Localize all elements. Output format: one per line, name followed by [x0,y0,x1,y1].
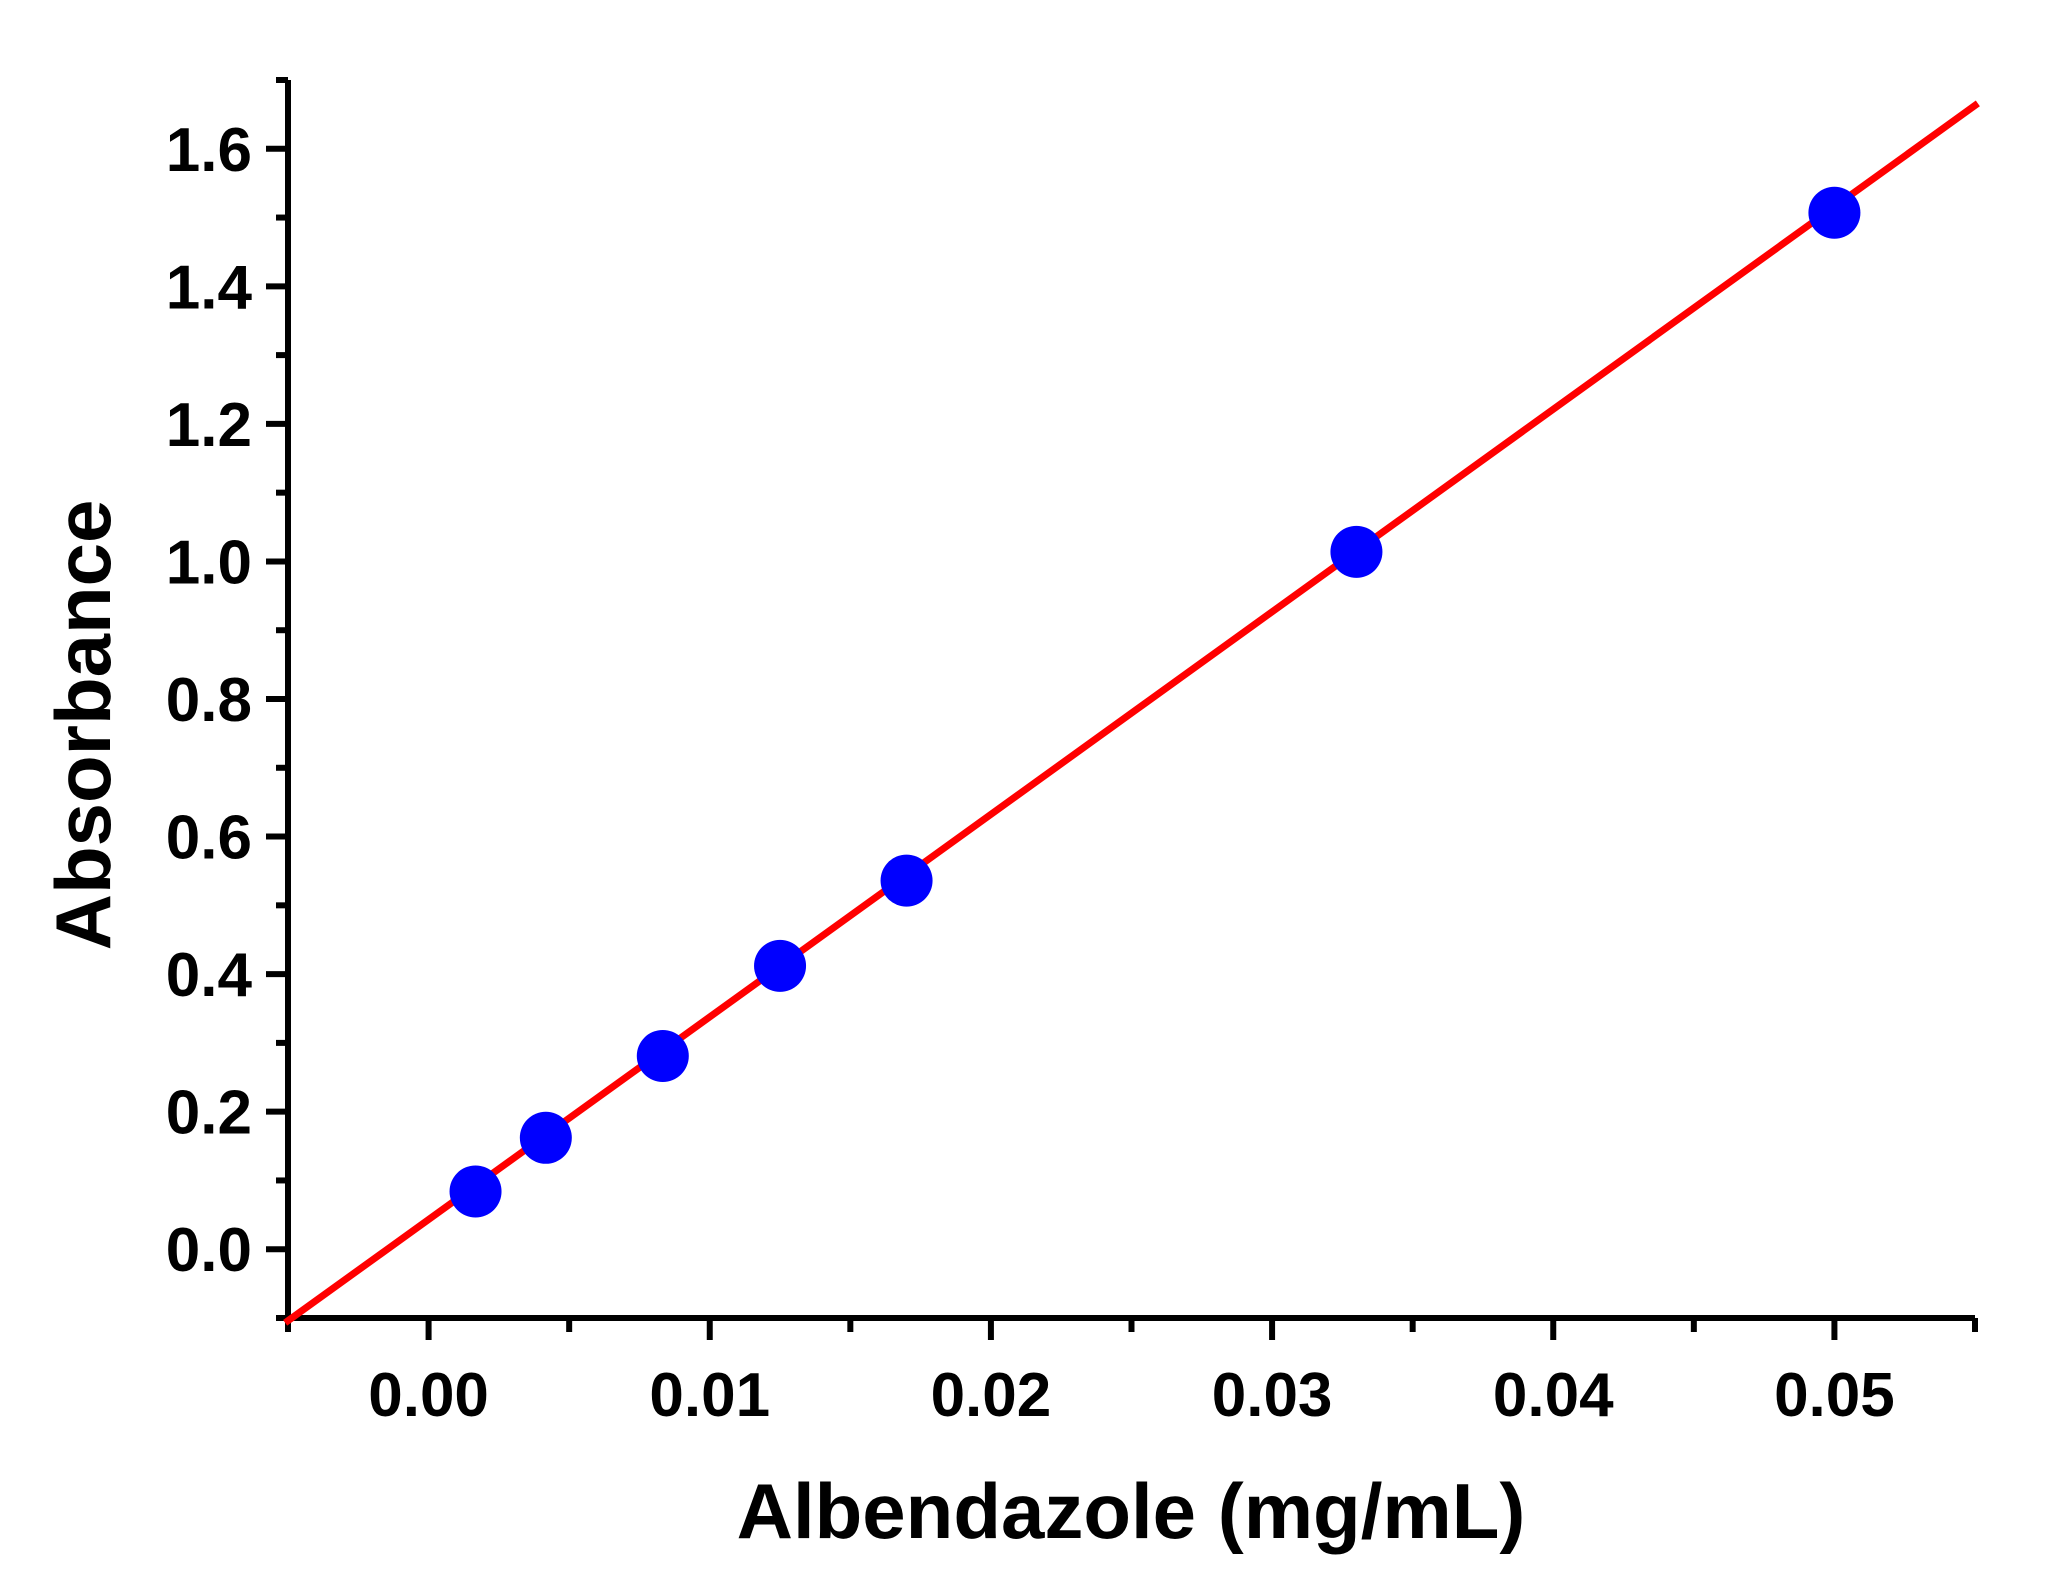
y-tick-label: 0.4 [166,941,253,1010]
x-tick-label: 0.00 [368,1361,489,1430]
y-tick-label: 0.6 [166,804,252,873]
y-tick-label: 0.8 [166,666,252,735]
y-tick-label: 0.0 [166,1216,252,1285]
plot-area: 0.0 0.2 0.4 0.6 0.8 1.0 1.2 1.4 1.6 0.00 0.01 0.02… [166,77,1980,1430]
y-tick-label: 1.4 [166,253,253,322]
x-tick-label: 0.04 [1493,1361,1614,1430]
data-points [449,186,1861,1218]
fit-lines [283,100,1980,1326]
y-tick-label: 1.2 [166,391,252,460]
data-point [880,854,933,907]
x-tick-label: 0.01 [649,1361,770,1430]
y-axis-title: Absorbance [39,500,127,951]
data-point [1330,525,1383,578]
x-axis-ticks: 0.00 0.01 0.02 0.03 0.04 0.05 [285,1318,1978,1430]
data-point [754,939,807,992]
y-tick-label: 1.0 [166,528,252,597]
x-axis-title: Albendazole (mg/mL) [737,1467,1526,1555]
y-tick-label: 1.6 [166,116,252,185]
data-point [1808,186,1861,239]
data-point [519,1111,572,1164]
data-point [449,1165,502,1218]
x-tick-label: 0.05 [1774,1361,1895,1430]
y-tick-label: 0.2 [166,1079,252,1148]
data-point [636,1029,689,1082]
x-tick-label: 0.02 [931,1361,1052,1430]
x-tick-label: 0.03 [1212,1361,1333,1430]
y-axis-ticks: 0.0 0.2 0.4 0.6 0.8 1.0 1.2 1.4 1.6 [166,77,288,1321]
fit-line [283,100,1980,1326]
